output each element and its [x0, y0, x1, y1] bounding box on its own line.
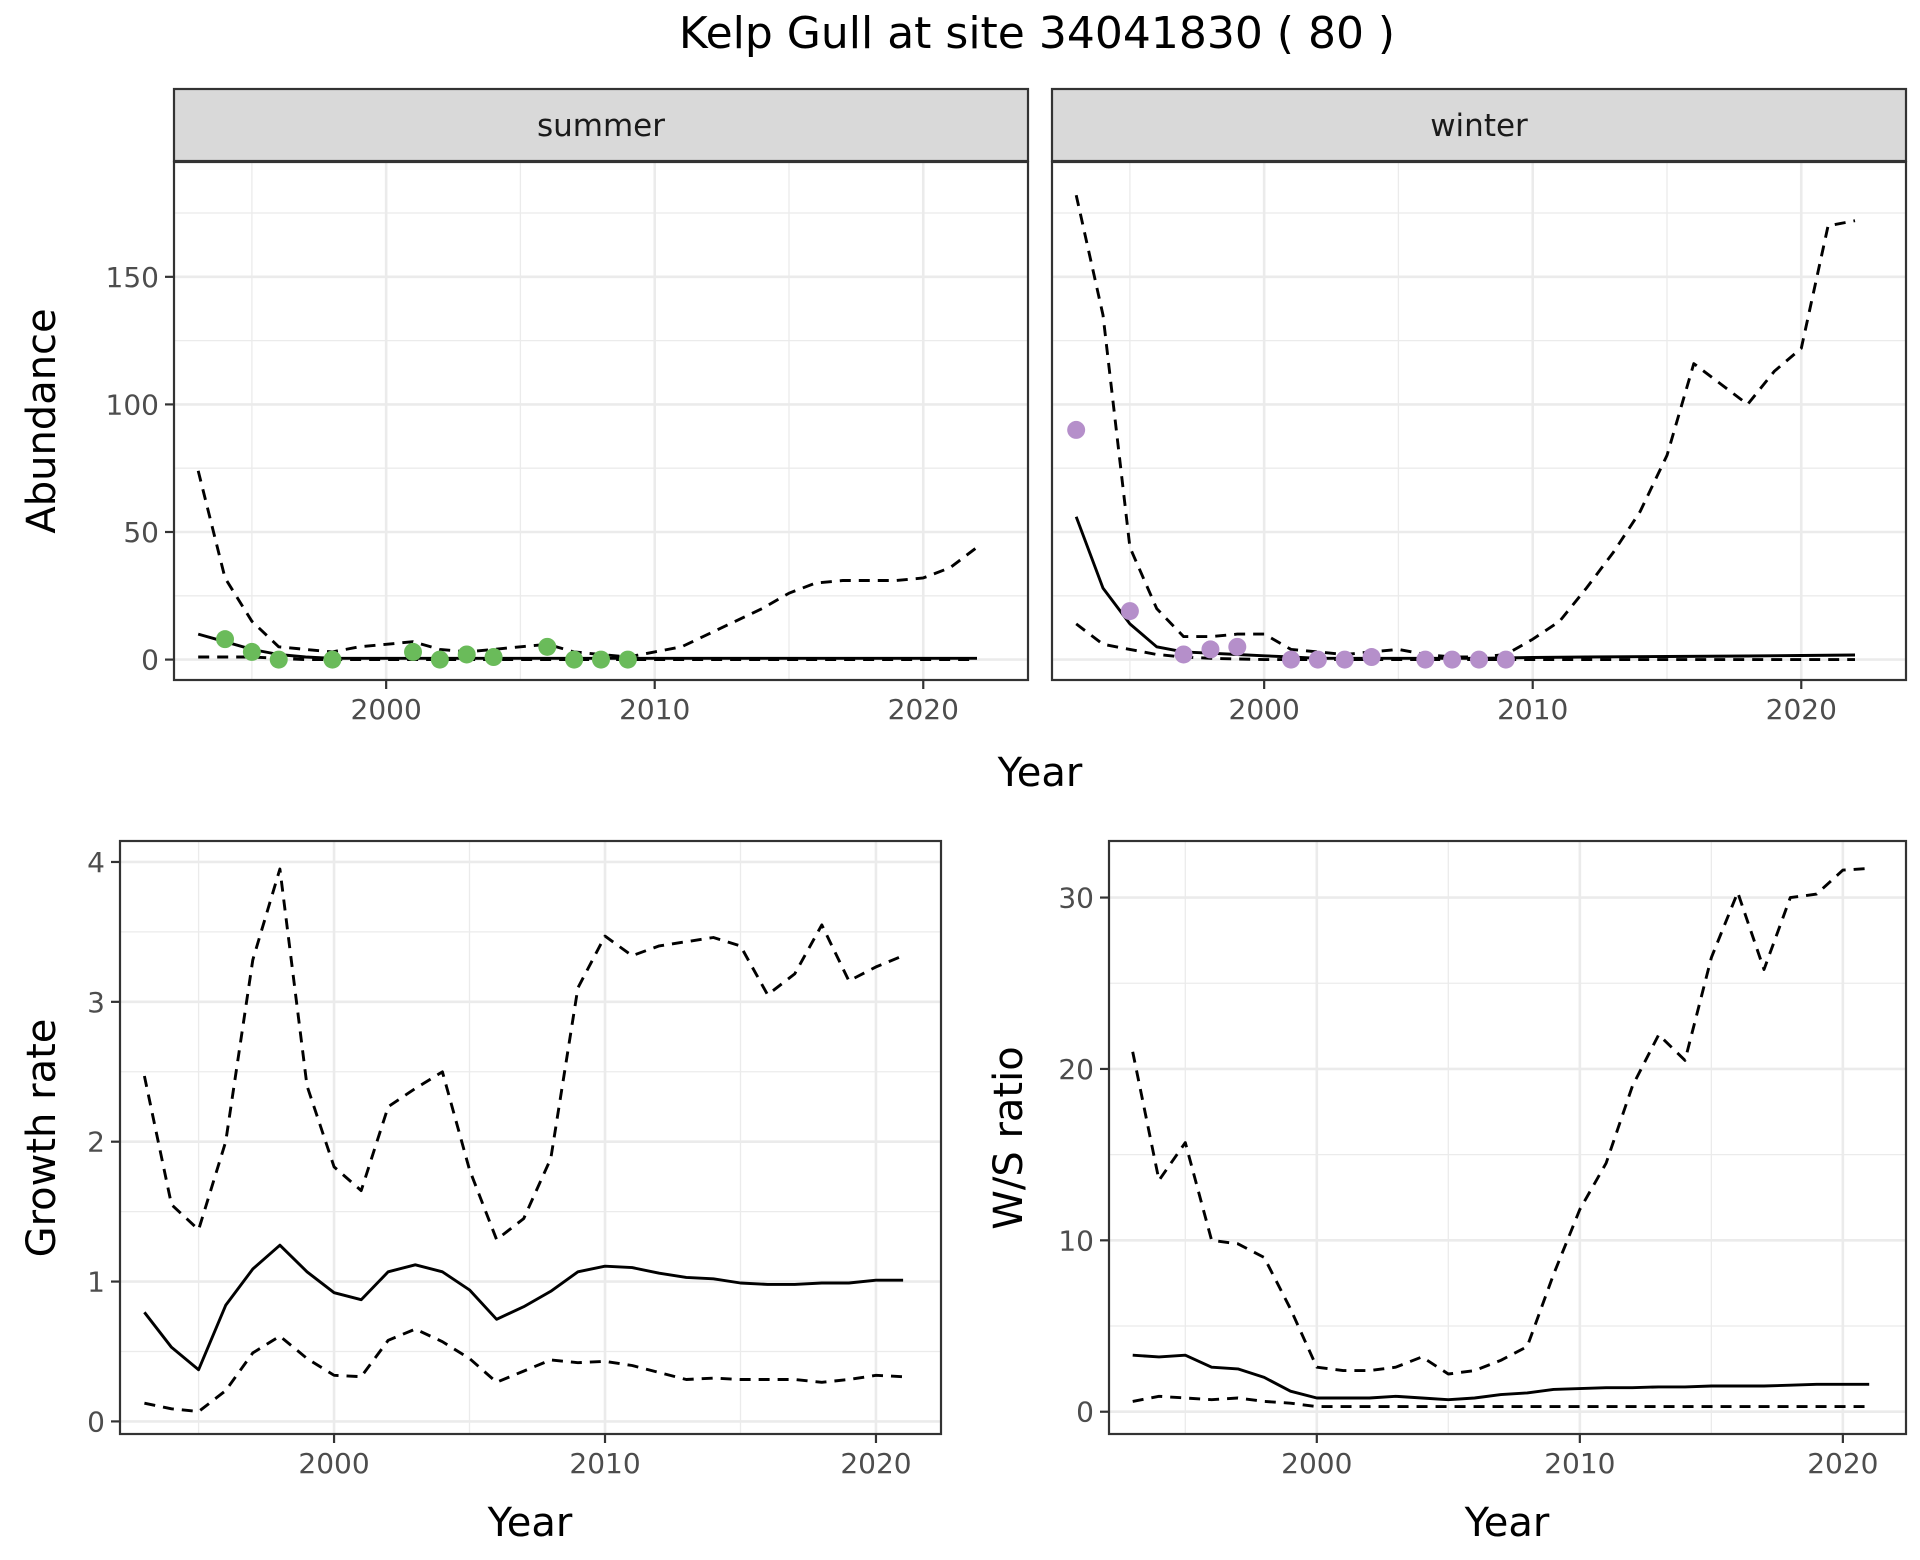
ratio-plot-area: [1109, 841, 1906, 1434]
winter-observed-point: [1470, 650, 1488, 669]
y-tick-label: 0: [87, 1405, 105, 1438]
x-tick-label: 2010: [1544, 1447, 1615, 1480]
y-tick-label: 20: [1058, 1053, 1094, 1086]
winter-observed-point: [1416, 650, 1435, 669]
winter-strip-label: winter: [1430, 108, 1528, 144]
x-tick-label: 2010: [1497, 693, 1568, 726]
winter-observed-point: [1362, 648, 1381, 667]
summer-observed-point: [404, 642, 423, 661]
winter-observed-point: [1228, 637, 1247, 656]
growth-series-upper: [142, 867, 904, 1242]
winter-observed-point: [1308, 650, 1327, 669]
y-tick-label: 3: [87, 986, 105, 1019]
summer-series-lower: [198, 655, 977, 662]
summer-observed-point: [430, 650, 449, 669]
x-tick-label: 2020: [840, 1447, 911, 1480]
y-tick-label: 150: [106, 261, 159, 294]
winter-observed-point: [1067, 420, 1086, 439]
ratio-series-lower: [1132, 1394, 1870, 1409]
y-tick-label: 1: [87, 1266, 105, 1299]
x-tick-label: 2000: [351, 693, 422, 726]
winter-observed-point: [1496, 650, 1515, 669]
winter-strip: [1050, 87, 1908, 163]
y-tick-label: 30: [1058, 882, 1094, 915]
y-tick-label: 2: [87, 1126, 105, 1159]
winter-observed-point: [1201, 640, 1220, 659]
growth-series-estimate: [143, 1243, 904, 1372]
x-tick-label: 2020: [1766, 693, 1837, 726]
growth-panel: 2000 2010 2020 0 1 2 3 4: [87, 839, 943, 1480]
summer-observed-point: [538, 637, 557, 656]
winter-observed-point: [1282, 650, 1301, 669]
summer-observed-point: [592, 650, 610, 669]
winter-observed-point: [1443, 650, 1462, 669]
winter-plot-area: [1052, 162, 1906, 680]
growth-series-lower: [144, 1327, 904, 1414]
summer-observed-point: [323, 650, 342, 669]
x-tick-label: 2000: [1281, 1447, 1352, 1480]
ratio-panel: 2000 2010 2020 0 10 20 30: [1058, 839, 1908, 1480]
summer-series-upper: [196, 470, 978, 659]
summer-observed-point: [242, 642, 261, 661]
ratio-x-axis-title: Year: [1464, 1500, 1550, 1546]
summer-observed-point: [216, 630, 235, 649]
summer-plot-area: [174, 162, 1028, 680]
summer-panel: summer 2000 2010 2020 0 50 100 150: [106, 87, 1030, 726]
ratio-series-estimate: [1132, 1353, 1870, 1402]
growth-x-axis-title: Year: [487, 1500, 573, 1546]
growth-panel-border: [118, 839, 943, 1436]
y-tick-label: 0: [141, 644, 159, 677]
winter-panel: winter 2000 2010 2020: [1050, 87, 1908, 726]
growth-y-axis-title: Growth rate: [19, 1019, 65, 1258]
summer-observed-point: [565, 650, 584, 669]
summer-strip-label: summer: [537, 108, 665, 144]
y-tick-label: 0: [1076, 1396, 1094, 1429]
summer-observed-point: [269, 650, 288, 669]
x-tick-label: 2000: [298, 1447, 369, 1480]
y-tick-label: 50: [123, 516, 159, 549]
ratio-panel-border: [1107, 839, 1908, 1436]
ratio-series-upper: [1131, 866, 1870, 1376]
winter-observed-point: [1120, 602, 1139, 621]
x-tick-label: 2000: [1229, 693, 1300, 726]
y-tick-label: 100: [106, 388, 159, 421]
y-tick-label: 10: [1058, 1224, 1094, 1257]
top-y-axis-title: Abundance: [19, 308, 65, 533]
top-x-axis-title: Year: [997, 750, 1083, 796]
winter-series-upper: [1074, 194, 1856, 659]
y-tick-label: 4: [87, 846, 105, 879]
chart-title: Kelp Gull at site 34041830 ( 80 ): [679, 8, 1395, 59]
summer-observed-point: [484, 648, 503, 667]
x-tick-label: 2020: [1807, 1447, 1878, 1480]
summer-observed-point: [618, 650, 637, 669]
x-tick-label: 2010: [619, 693, 690, 726]
winter-observed-point: [1335, 650, 1354, 669]
summer-observed-point: [457, 645, 476, 664]
growth-plot-area: [120, 841, 941, 1434]
summer-strip: [172, 87, 1030, 163]
x-tick-label: 2010: [569, 1447, 640, 1480]
winter-observed-point: [1174, 645, 1193, 664]
ratio-y-axis-title: W/S ratio: [986, 1046, 1032, 1229]
x-tick-label: 2020: [888, 693, 959, 726]
